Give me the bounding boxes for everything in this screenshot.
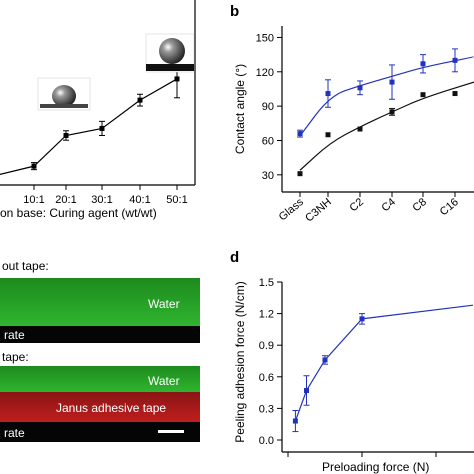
panel-a-x-tick-label: 30:1 bbox=[91, 194, 112, 206]
panel-d-point bbox=[292, 418, 298, 424]
panel-d-y-tick-label: 0.6 bbox=[259, 372, 274, 384]
panel-a-point bbox=[63, 133, 69, 138]
panel-b-y-tick-label: 60 bbox=[262, 135, 274, 147]
panel-a-x-tick-label: 50:1 bbox=[166, 194, 187, 206]
panel-b-fit-curve-0 bbox=[299, 56, 474, 137]
panel-d: d Peeling adhesion force (N/cm) Preloadi… bbox=[230, 249, 474, 474]
panel-a-point bbox=[174, 76, 180, 82]
panel-b-x-tick-label: C2 bbox=[347, 196, 365, 214]
panel-b-point-series-1 bbox=[325, 132, 331, 138]
panel-b-x-tick-label: C bbox=[472, 196, 474, 210]
panel-d-point bbox=[304, 387, 309, 393]
panel-b-point-series-0 bbox=[420, 61, 426, 67]
image-without-tape: Water rate bbox=[0, 278, 200, 343]
panel-a-x-tick-label: 10:1 bbox=[23, 194, 44, 206]
panel-a-line bbox=[0, 78, 178, 175]
panel-a-point bbox=[99, 125, 105, 131]
panel-a-x-tick-label: 40:1 bbox=[129, 194, 150, 206]
panel-d-y-tick-label: 1.5 bbox=[259, 277, 274, 289]
panel-b-letter: b bbox=[230, 3, 239, 20]
panel-b-point-series-1 bbox=[357, 126, 363, 132]
janus-tape-label: Janus adhesive tape bbox=[56, 401, 166, 415]
panel-b-point-series-0 bbox=[357, 85, 363, 91]
panel-b-x-tick-label: C8 bbox=[410, 196, 428, 214]
panel-b-point-series-0 bbox=[325, 91, 331, 97]
water-label-bottom: Water bbox=[148, 374, 180, 388]
panel-d-letter: d bbox=[230, 249, 239, 266]
water-label-top: Water bbox=[148, 297, 180, 311]
panel-b-y-tick-label: 30 bbox=[262, 170, 274, 182]
panel-a-x-tick-label: 20:1 bbox=[55, 194, 76, 206]
panel-d-y-tick-label: 0.3 bbox=[259, 403, 274, 415]
panel-a: 10:1 20:1 30:1 40:1 50:1 con base: Curing ag… bbox=[0, 0, 196, 220]
panel-c-label-top: out tape: bbox=[2, 259, 49, 273]
panel-b-point-series-0 bbox=[452, 57, 458, 63]
panel-d-x-label: Preloading force (N) bbox=[322, 460, 429, 474]
panel-a-x-label: con base: Curing agent (wt/wt) bbox=[0, 206, 157, 220]
panel-a-point bbox=[31, 163, 37, 169]
panel-b-x-tick-label: C3NH bbox=[303, 196, 334, 224]
panel-b-point-series-1 bbox=[452, 91, 458, 97]
panel-d-y-tick-label: 0.0 bbox=[259, 435, 274, 447]
panel-a-point bbox=[137, 97, 143, 103]
droplet-image-high bbox=[145, 33, 195, 73]
panel-b-point-series-1 bbox=[389, 109, 395, 115]
panel-c: out tape: Water rate tape: Water Janus a… bbox=[0, 259, 200, 442]
panel-d-y-tick-label: 1.2 bbox=[259, 309, 274, 321]
panel-b: b Contact angle (°) 30 60 90 120 150 GlassC3N… bbox=[230, 3, 474, 225]
panel-d-point bbox=[322, 357, 328, 363]
panel-d-y-label: Peeling adhesion force (N/cm) bbox=[233, 281, 247, 442]
panel-b-x-tick-label: C4 bbox=[379, 196, 397, 214]
panel-b-y-tick-label: 90 bbox=[262, 101, 274, 113]
panel-d-line bbox=[294, 304, 474, 422]
image-with-tape: Water Janus adhesive tape rate bbox=[0, 366, 200, 442]
droplet-image-low bbox=[37, 77, 91, 111]
panel-b-point-series-0 bbox=[297, 131, 303, 137]
panel-b-x-tick-label: Glass bbox=[277, 196, 307, 224]
panel-b-x-tick-label: C16 bbox=[438, 196, 461, 218]
panel-c-label-bottom: tape: bbox=[2, 350, 29, 364]
panel-b-point-series-1 bbox=[420, 92, 426, 98]
panel-b-y-label: Contact angle (°) bbox=[233, 64, 247, 154]
panel-b-fit-curve-1 bbox=[299, 81, 474, 171]
panel-b-y-tick-label: 120 bbox=[256, 67, 274, 79]
panel-b-point-series-0 bbox=[389, 79, 395, 85]
panel-d-y-tick-label: 0.9 bbox=[259, 340, 274, 352]
panel-b-y-tick-label: 150 bbox=[256, 32, 274, 44]
panel-d-point bbox=[359, 316, 365, 322]
substrate-label-top: rate bbox=[4, 328, 25, 342]
scale-bar bbox=[158, 430, 184, 433]
panel-b-point-series-1 bbox=[297, 171, 303, 177]
substrate-label-bottom: rate bbox=[4, 426, 25, 440]
